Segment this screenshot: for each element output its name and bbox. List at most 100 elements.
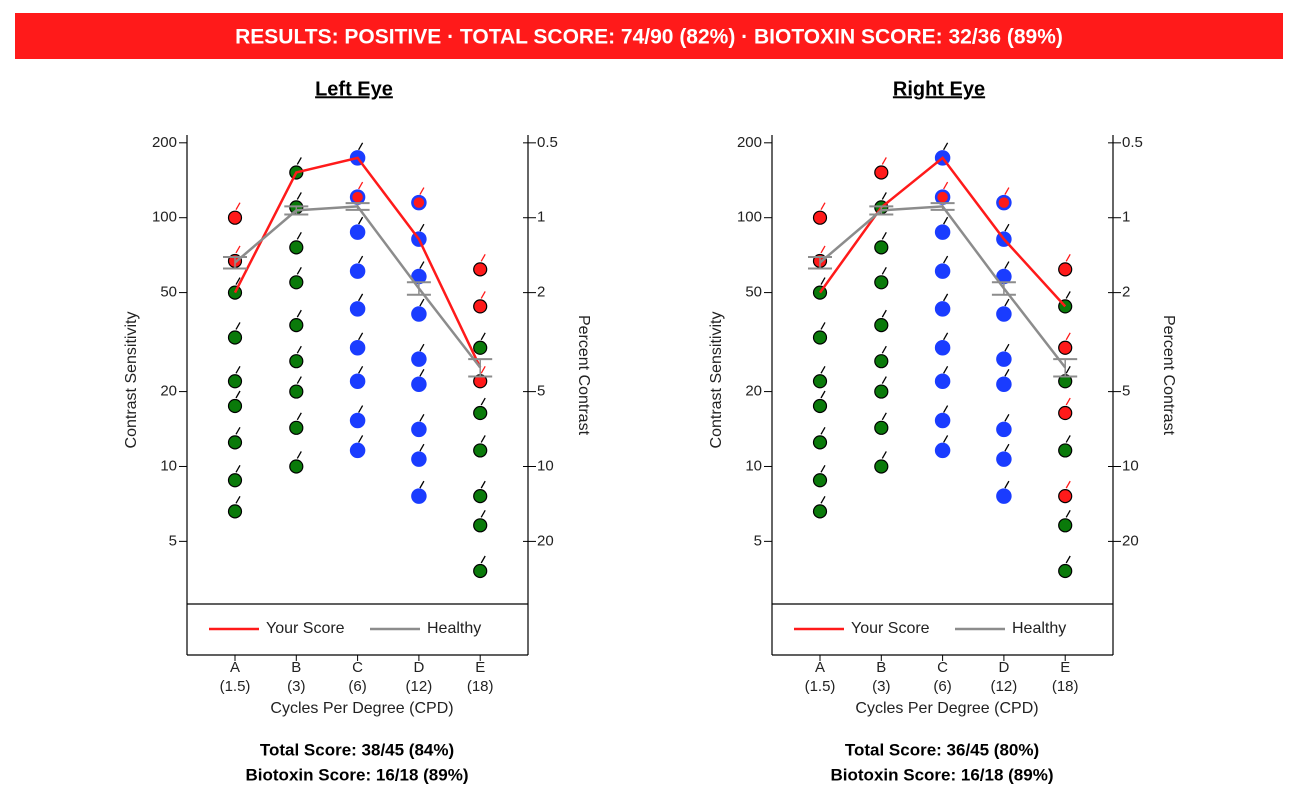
dot-orientation: [296, 157, 302, 165]
dot-orientation: [1065, 291, 1071, 299]
level-dot: [349, 412, 366, 429]
level-dot: [934, 189, 951, 205]
level-dot: [874, 459, 889, 474]
dot-orientation: [943, 365, 949, 374]
dot-orientation: [1004, 343, 1010, 352]
dot-orientation: [358, 365, 364, 374]
dot-orientation: [1004, 368, 1010, 377]
x-tick-label: A: [230, 659, 240, 676]
dot-orientation: [358, 216, 364, 225]
y-tick-label: 100: [152, 209, 177, 226]
dot-orientation: [358, 332, 364, 341]
x-tick-label: E: [1060, 659, 1070, 676]
level-dot: [227, 374, 243, 389]
y2-tick-label: 10: [1122, 457, 1139, 474]
dot-orientation: [480, 365, 486, 374]
dot-orientation: [480, 397, 486, 406]
level-dot: [411, 194, 427, 211]
level-dot: [812, 398, 828, 414]
dot-orientation: [419, 223, 425, 232]
dot-orientation: [235, 390, 241, 399]
y2-tick-label: 0.5: [537, 134, 558, 151]
dot-orientation: [820, 390, 826, 399]
dot-orientation: [943, 181, 949, 190]
level-dot: [473, 518, 488, 533]
level-dot: [1058, 340, 1073, 355]
total-score: Total Score: 36/45 (80%): [845, 740, 1039, 759]
level-dot: [227, 398, 243, 414]
x-tick-label: E: [475, 659, 485, 676]
level-dot: [934, 442, 951, 459]
dot-orientation: [480, 435, 486, 443]
level-dot: [289, 275, 304, 290]
dot-orientation: [1065, 555, 1071, 564]
dot-orientation: [1065, 365, 1071, 374]
total-score: Total Score: 38/45 (84%): [260, 740, 454, 759]
dot-orientation: [881, 157, 887, 165]
dot-orientation: [1004, 223, 1010, 232]
y2-tick-label: 2: [1122, 284, 1130, 301]
dot-orientation: [419, 298, 425, 307]
chart-title: Left Eye: [315, 78, 393, 100]
dot-orientation: [480, 291, 486, 299]
level-dot: [1058, 443, 1073, 458]
dot-orientation: [881, 266, 887, 275]
x-tick-label: B: [876, 659, 886, 676]
level-dot: [934, 340, 951, 356]
level-dot: [473, 405, 488, 421]
dot-orientation: [881, 345, 887, 354]
level-dot: [289, 240, 304, 255]
dot-orientation: [943, 216, 949, 225]
level-dot: [874, 420, 889, 435]
level-dot: [934, 412, 951, 429]
dot-orientation: [1065, 397, 1071, 406]
level-dot: [227, 473, 243, 488]
dot-orientation: [1004, 414, 1010, 422]
level-dot: [473, 489, 488, 504]
dot-orientation: [235, 464, 241, 473]
y2-axis-label: Percent Contrast: [575, 315, 592, 436]
y2-tick-label: 5: [1122, 383, 1130, 400]
level-dot: [934, 301, 951, 317]
level-dot: [473, 563, 488, 579]
dot-orientation: [943, 142, 949, 151]
level-dot: [996, 421, 1012, 438]
level-dot: [227, 330, 243, 345]
level-dot: [874, 165, 889, 180]
series-line: [819, 205, 1067, 369]
y2-tick-label: 20: [1122, 532, 1139, 549]
dot-orientation: [1004, 187, 1010, 195]
dot-orientation: [358, 255, 364, 264]
dot-orientation: [480, 509, 486, 518]
x-tick-note: (18): [1052, 678, 1079, 695]
dot-orientation: [296, 345, 302, 354]
dot-orientation: [820, 322, 826, 330]
y-tick-label: 10: [745, 457, 762, 474]
level-dot: [289, 420, 304, 435]
level-dot: [473, 340, 488, 355]
x-tick-label: A: [815, 659, 825, 676]
level-dot: [349, 442, 366, 459]
level-dot: [411, 488, 427, 504]
level-dot: [812, 473, 828, 488]
error-bar: [223, 256, 247, 270]
x-tick-note: (3): [287, 678, 305, 695]
error-bar: [468, 358, 493, 378]
dot-orientation: [820, 427, 826, 435]
y-tick-label: 5: [169, 532, 177, 549]
dot-orientation: [881, 309, 887, 318]
dot-orientation: [1004, 443, 1010, 452]
dot-orientation: [358, 293, 364, 302]
level-dot: [473, 299, 488, 314]
level-dot: [289, 459, 304, 474]
series-line: [233, 156, 482, 369]
level-dot: [812, 374, 828, 389]
dot-orientation: [820, 464, 826, 473]
series-line: [818, 156, 1067, 308]
y2-tick-label: 2: [537, 284, 545, 301]
legend-label: Healthy: [427, 620, 481, 637]
level-dot: [1058, 563, 1073, 579]
x-tick-note: (3): [872, 678, 890, 695]
y-axis-label: Contrast Sensitivity: [123, 312, 140, 449]
